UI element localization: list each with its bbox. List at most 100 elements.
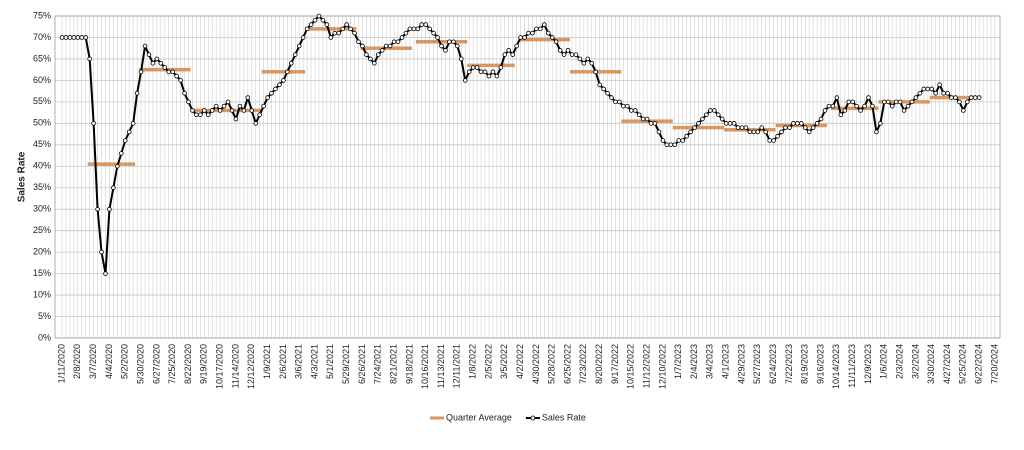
point: [731, 121, 737, 126]
point: [217, 108, 223, 113]
point: [186, 99, 191, 105]
point: [395, 39, 401, 45]
point: [312, 17, 318, 23]
x-tick-label: 8/20/2022: [594, 344, 604, 384]
x-tick-label: 3/30/2024: [926, 344, 936, 384]
x-tick-label: 2/5/2022: [483, 344, 493, 379]
point: [889, 103, 895, 109]
point: [644, 116, 650, 122]
point: [372, 60, 377, 66]
point: [747, 129, 753, 135]
point: [972, 95, 978, 100]
point: [901, 108, 907, 113]
point: [573, 52, 579, 57]
point: [423, 22, 429, 27]
y-tick-label: 50%: [33, 118, 51, 128]
point: [375, 52, 381, 57]
point: [632, 108, 638, 113]
x-tick-label: 3/7/2020: [88, 344, 98, 379]
y-axis-label: Sales Rate: [17, 151, 28, 202]
point: [352, 30, 357, 36]
point: [704, 112, 709, 118]
point: [767, 138, 772, 143]
x-tick-label: 1/8/2022: [468, 344, 478, 379]
point: [245, 95, 251, 100]
point: [719, 116, 725, 122]
point: [285, 69, 290, 75]
point: [526, 30, 531, 36]
point: [621, 103, 626, 109]
point: [221, 103, 227, 109]
x-tick-label: 1/9/2021: [262, 344, 272, 379]
point: [494, 73, 500, 79]
point: [585, 56, 591, 62]
point: [225, 99, 231, 105]
x-tick-label: 7/20/2024: [989, 344, 999, 384]
point: [462, 78, 468, 83]
point: [739, 125, 745, 130]
y-tick-label: 40%: [33, 161, 51, 171]
point: [202, 108, 207, 113]
point: [680, 138, 685, 143]
x-tick-label: 3/4/2023: [705, 344, 715, 379]
point: [522, 35, 527, 40]
y-tick-label: 15%: [33, 268, 51, 278]
point: [937, 82, 942, 87]
point: [407, 26, 413, 32]
point: [281, 78, 286, 83]
point: [474, 65, 480, 70]
point: [95, 206, 100, 212]
point: [866, 95, 871, 100]
point: [688, 129, 693, 135]
point: [976, 95, 982, 100]
point: [613, 99, 618, 105]
point: [482, 69, 488, 75]
y-tick-label: 55%: [33, 96, 51, 106]
point: [75, 35, 81, 40]
x-tick-label: 3/5/2022: [499, 344, 509, 379]
point: [636, 112, 642, 118]
point: [802, 125, 808, 130]
point: [814, 121, 820, 126]
point: [273, 86, 278, 92]
point: [356, 39, 361, 45]
point: [795, 121, 800, 126]
point: [842, 108, 848, 113]
point: [534, 26, 539, 32]
point: [71, 35, 77, 40]
point: [751, 129, 757, 135]
point: [111, 185, 116, 191]
point: [360, 43, 365, 49]
point: [822, 108, 828, 113]
point: [138, 69, 144, 75]
point: [538, 26, 543, 32]
x-tick-label: 2/3/2024: [894, 344, 904, 379]
point: [368, 56, 373, 62]
point: [237, 103, 243, 109]
point: [336, 30, 342, 36]
point: [834, 95, 840, 100]
point: [870, 103, 875, 109]
point: [589, 60, 595, 66]
point: [379, 48, 385, 53]
point: [557, 48, 563, 53]
point: [897, 99, 903, 105]
point: [664, 142, 670, 148]
point: [288, 60, 294, 66]
point: [755, 129, 761, 135]
point: [182, 90, 187, 96]
point: [320, 17, 326, 23]
point: [316, 13, 322, 19]
point: [727, 121, 733, 126]
point: [233, 116, 239, 122]
point: [300, 35, 306, 40]
point: [660, 138, 666, 143]
point: [383, 43, 389, 49]
point: [838, 112, 844, 118]
x-tick-label: 4/30/2022: [531, 344, 541, 384]
x-tick-label: 5/25/2024: [958, 344, 968, 384]
point: [581, 60, 587, 66]
point: [328, 35, 334, 40]
point: [194, 112, 199, 118]
point: [593, 69, 599, 75]
